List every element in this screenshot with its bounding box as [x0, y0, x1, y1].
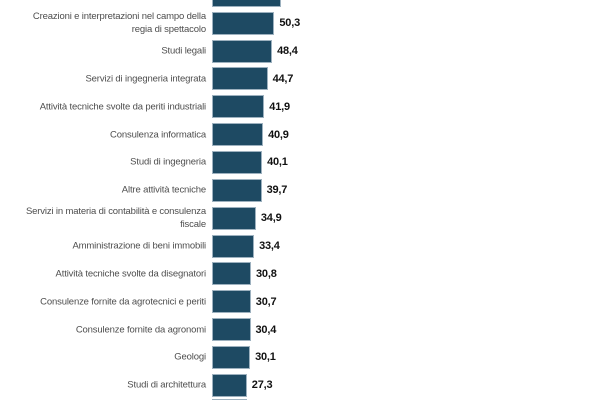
category-label: Servizi di ingegneria integrata — [85, 73, 206, 85]
value-label: 40,1 — [267, 156, 288, 169]
bar — [212, 234, 255, 258]
bar — [212, 345, 251, 369]
bar — [212, 67, 268, 91]
value-label: 30,7 — [255, 295, 277, 308]
category-label: Creazioni e interpretazioni nel campo de… — [32, 11, 206, 36]
category-label: Altre attività tecniche — [121, 184, 206, 196]
value-label: 30,8 — [256, 267, 277, 280]
value-label: 30,4 — [255, 323, 277, 336]
chart-row-6: Altre attività tecniche 39,7 — [0, 178, 600, 202]
value-label: 34,9 — [260, 212, 282, 225]
chart-row-cropped-top — [0, 0, 600, 7]
chart-row-1: Studi legali 48,4 — [0, 39, 600, 63]
value-label: 44,7 — [272, 72, 294, 85]
value-label: 48,4 — [277, 45, 298, 58]
bar — [212, 206, 256, 230]
bar — [212, 11, 275, 35]
value-label: 30,1 — [255, 351, 276, 364]
chart-row-9: Attività tecniche svolte da disegnatori … — [0, 262, 600, 286]
category-label: Amministrazione di beni immobili — [72, 240, 206, 252]
bar — [212, 262, 251, 286]
bar — [212, 150, 263, 174]
bar — [212, 95, 265, 119]
category-label: Consulenze fornite da agrotecnici e peri… — [40, 296, 206, 308]
chart-row-8: Amministrazione di beni immobili 33,4 — [0, 234, 600, 258]
chart-row-3: Attività tecniche svolte da periti indus… — [0, 95, 600, 119]
category-label: Studi di architettura — [127, 379, 206, 391]
value-label: 41,9 — [269, 100, 290, 113]
chart-row-10: Consulenze fornite da agrotecnici e peri… — [0, 290, 600, 314]
bar — [212, 398, 247, 400]
chart-row-7: Servizi in materia di contabilità e cons… — [0, 206, 600, 231]
bar — [212, 0, 281, 7]
category-label: Geologi — [174, 351, 206, 363]
chart-row-5: Studi di ingegneria 40,1 — [0, 150, 600, 174]
value-label: 39,7 — [266, 184, 288, 197]
bar — [212, 178, 262, 202]
category-label: Attività tecniche svolte da disegnatori — [55, 268, 207, 280]
category-label: Servizi in materia di contabilità e cons… — [25, 206, 206, 231]
bar — [212, 123, 264, 147]
bar — [212, 318, 251, 342]
category-label: Studi di ingegneria — [130, 156, 206, 168]
chart-row-cropped-bottom — [0, 398, 600, 400]
category-label: Studi legali — [161, 45, 206, 57]
bar — [212, 39, 273, 63]
chart-row-13: Studi di architettura 27,3 — [0, 373, 600, 397]
category-label: Consulenze fornite da agronomi — [75, 324, 206, 336]
value-label: 27,3 — [251, 379, 273, 392]
category-label: Attività tecniche svolte da periti indus… — [39, 101, 206, 113]
value-label: 40,9 — [268, 128, 289, 141]
chart-row-2: Servizi di ingegneria integrata 44,7 — [0, 67, 600, 91]
chart-row-12: Geologi 30,1 — [0, 345, 600, 369]
category-label: Consulenza informatica — [110, 129, 206, 141]
chart-row: Creazioni e interpretazioni nel campo de… — [0, 11, 600, 36]
chart-row-11: Consulenze fornite da agronomi 30,4 — [0, 318, 600, 342]
bar — [212, 373, 247, 397]
value-label: 50,3 — [279, 17, 300, 30]
chart-row-4: Consulenza informatica 40,9 — [0, 123, 600, 147]
value-label: 33,4 — [259, 240, 280, 252]
bar — [212, 290, 251, 314]
